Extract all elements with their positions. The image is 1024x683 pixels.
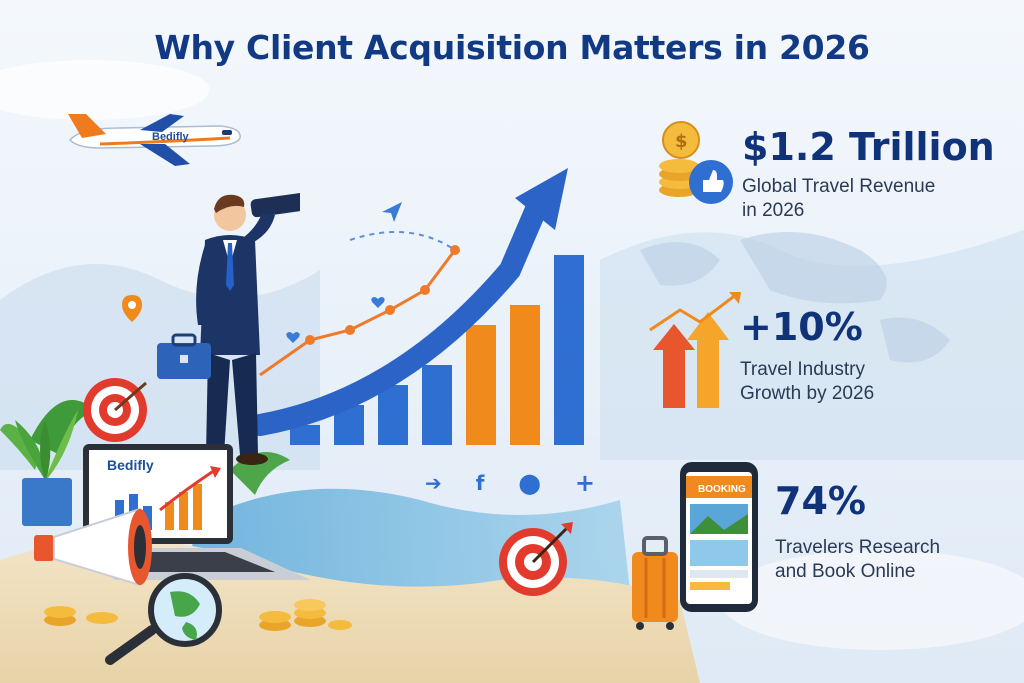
target-icon-bottom [499, 522, 573, 596]
megaphone-icon [34, 507, 152, 587]
chart-bar-5 [466, 325, 496, 445]
briefcase-icon [157, 333, 211, 379]
chart-bar-6 [510, 305, 540, 445]
stat-online-label-line2: and Book Online [775, 561, 916, 582]
businessman-with-telescope [196, 190, 300, 465]
magnifier-globe-icon [105, 573, 222, 665]
chart-bar-1 [290, 425, 320, 445]
stat-revenue-label-line2: in 2026 [742, 200, 805, 221]
trend-arrowhead-icon [515, 168, 568, 230]
plant-pot-icon [15, 410, 78, 526]
stat-growth-value: +10% [740, 305, 863, 349]
stat-revenue-value: $1.2 Trillion [742, 125, 995, 169]
coin-stack-icon [259, 599, 352, 631]
stat-revenue-label-line1: Global Travel Revenue [742, 176, 936, 197]
phone-screen-label: BOOKING [698, 484, 746, 495]
heart-icon-2 [286, 332, 300, 343]
heart-icon [371, 297, 385, 308]
growth-arrows-icon [649, 292, 741, 408]
chart-bar-4 [422, 365, 452, 445]
stat-growth-label-line1: Travel Industry [740, 359, 865, 380]
paper-plane-icon [382, 202, 402, 222]
chart-bar-3 [378, 385, 408, 445]
coin-stack-left-icon [44, 606, 118, 626]
laptop-brand-label: Bedifly [107, 457, 154, 473]
page-title: Why Client Acquisition Matters in 2026 [154, 28, 870, 67]
share-arrow-icon: ➔ [425, 471, 442, 495]
chart-bar-7 [554, 255, 584, 445]
coins-thumbs-up-icon: $ [659, 121, 733, 204]
stat-online-label: Travelers Research and Book Online [775, 536, 940, 584]
facebook-icon: f [475, 471, 485, 495]
stat-revenue-label: Global Travel Revenue in 2026 [742, 175, 935, 223]
orange-trend-line [259, 249, 457, 377]
location-pin-icon: ⬤ [518, 471, 541, 495]
map-pin-icon [122, 295, 142, 322]
target-icon [83, 378, 147, 442]
social-icons-row: ➔ f ⬤ + [425, 468, 595, 498]
stat-online-value: 74% [775, 479, 866, 523]
phone-suitcase-icon: BOOKING [632, 462, 758, 630]
growth-bar-chart [250, 168, 584, 445]
plus-icon: + [574, 469, 595, 497]
svg-text:$: $ [675, 131, 688, 152]
trend-arrow-icon [250, 189, 551, 436]
airplane-brand-label: Bedifly [152, 131, 190, 143]
stat-growth-label-line2: Growth by 2026 [740, 383, 875, 404]
stat-growth-label: Travel Industry Growth by 2026 [740, 358, 874, 406]
stat-online-label-line1: Travelers Research [775, 537, 941, 558]
airplane-icon: Bedifly [68, 114, 241, 166]
